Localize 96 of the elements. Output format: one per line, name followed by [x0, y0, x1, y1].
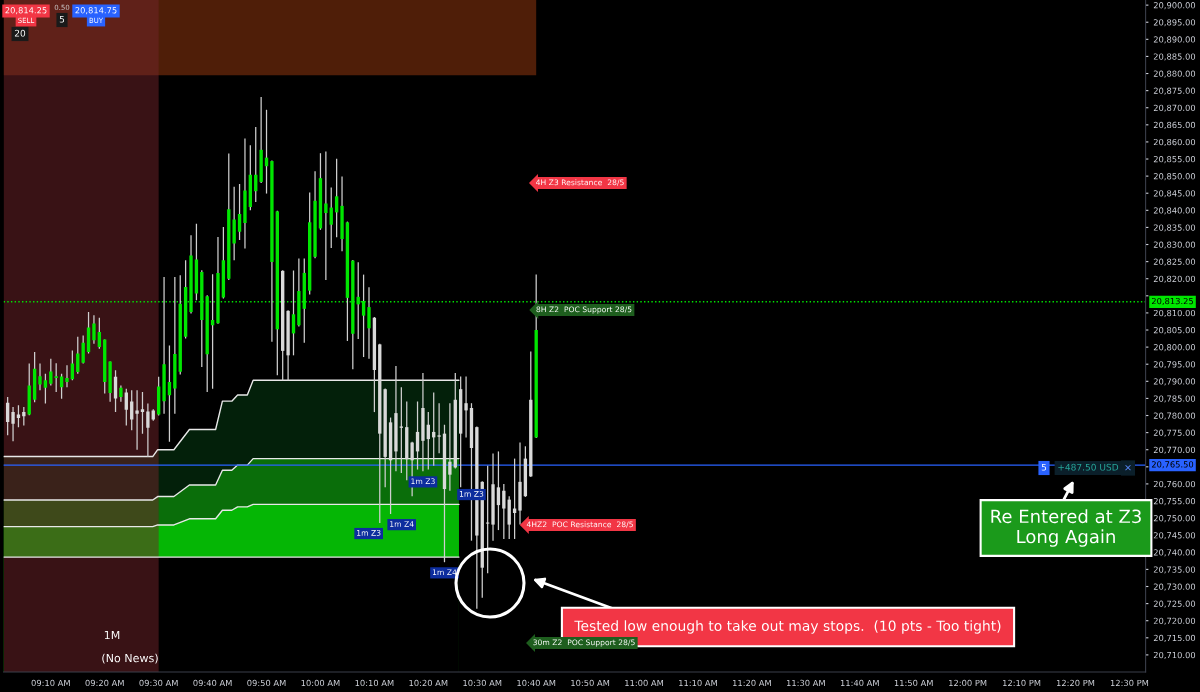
- annotation: +487.50 USD: [1058, 463, 1119, 471]
- annotation: 5: [1041, 463, 1047, 471]
- candlestick: [92, 314, 96, 345]
- y-tick-label: 20,770.00: [1153, 446, 1196, 454]
- y-tick-label: 20,830.00: [1153, 241, 1196, 249]
- y-tick-label: 20,900.00: [1153, 2, 1196, 10]
- x-tick-label: 09:50 AM: [247, 679, 286, 687]
- candlestick: [65, 364, 69, 388]
- y-tick-label: 20,870.00: [1153, 104, 1196, 112]
- candlestick: [38, 362, 42, 391]
- x-tick-label: 11:40 AM: [840, 679, 879, 687]
- y-tick-label: 20,795.00: [1153, 361, 1196, 369]
- y-tick-label: 20,745.00: [1153, 532, 1196, 540]
- candlestick: [464, 375, 468, 439]
- y-tick-label: 20,845.00: [1153, 190, 1196, 198]
- candlestick: [81, 334, 85, 365]
- x-tick-label: 10:20 AM: [409, 679, 448, 687]
- y-tick-label: 20,825.00: [1153, 258, 1196, 266]
- candlestick: [399, 386, 404, 474]
- x-tick-label: 10:00 AM: [301, 679, 340, 687]
- candlestick: [130, 389, 134, 431]
- x-tick-label: 09:20 AM: [85, 679, 124, 687]
- ref-line-label: 20,813.25: [1151, 297, 1193, 306]
- candlestick: [437, 402, 441, 454]
- x-tick-label: 10:10 AM: [355, 679, 394, 687]
- y-tick-label: 20,880.00: [1153, 70, 1196, 78]
- annotation: Re Entered at Z3 Long Again: [991, 509, 1141, 547]
- y-tick-label: 20,750.00: [1153, 515, 1196, 523]
- candlestick: [97, 317, 102, 350]
- y-tick-label: 20,865.00: [1153, 121, 1196, 129]
- y-tick-label: 20,715.00: [1153, 634, 1196, 642]
- y-tick-label: 20,805.00: [1153, 327, 1196, 335]
- y-tick-label: 20,735.00: [1153, 566, 1196, 574]
- y-tick-label: 20,785.00: [1153, 395, 1196, 403]
- x-tick-label: 09:40 AM: [193, 679, 232, 687]
- x-tick-label: 09:30 AM: [139, 679, 178, 687]
- x-tick-label: 11:50 AM: [894, 679, 933, 687]
- candlestick: [324, 150, 328, 281]
- y-tick-label: 20,720.00: [1153, 617, 1196, 625]
- y-tick-label: 20,710.00: [1153, 651, 1196, 660]
- y-tick-label: 20,775.00: [1153, 429, 1196, 437]
- x-tick-label: 12:00 PM: [949, 679, 987, 687]
- annotation: ×: [1125, 464, 1131, 471]
- y-tick-label: 20,820.00: [1153, 275, 1196, 283]
- y-tick-label: 20,890.00: [1153, 36, 1196, 44]
- candlestick: [448, 402, 452, 492]
- annotation: Tested low enough to take out may stops. (10 pts - Too tight): [574, 620, 1001, 634]
- x-tick-label: 10:40 AM: [517, 679, 556, 687]
- x-tick-label: 12:20 PM: [1056, 679, 1095, 687]
- y-tick-label: 20,850.00: [1153, 173, 1196, 181]
- x-tick-label: 11:20 AM: [733, 679, 771, 687]
- x-tick-label: 10:50 AM: [571, 679, 610, 687]
- annotation: 20: [14, 29, 26, 37]
- candlestick: [54, 362, 58, 393]
- y-tick-label: 20,790.00: [1153, 378, 1196, 386]
- y-tick-label: 20,835.00: [1153, 224, 1196, 232]
- x-tick-label: 12:30 PM: [1110, 679, 1149, 687]
- x-tick-label: 12:10 PM: [1003, 679, 1041, 687]
- y-tick-label: 20,780.00: [1153, 412, 1196, 420]
- x-tick-label: 11:00 AM: [625, 679, 664, 687]
- candlestick: [140, 391, 145, 435]
- candlestick: [16, 404, 21, 428]
- annotation: (No News): [102, 653, 158, 664]
- candlestick: [485, 465, 490, 574]
- ref-line-label: 20,765.50: [1151, 461, 1194, 469]
- x-tick-label: 11:10 AM: [679, 679, 717, 687]
- annotation: 20,814.25: [5, 7, 47, 15]
- annotation: 20,814.75: [75, 7, 117, 15]
- candlestick: [135, 389, 139, 451]
- y-tick-label: 20,895.00: [1153, 19, 1196, 27]
- y-tick-label: 20,725.00: [1153, 600, 1196, 608]
- x-tick-label: 11:30 AM: [786, 679, 825, 687]
- y-tick-label: 20,740.00: [1153, 549, 1196, 557]
- y-tick-label: 20,760.00: [1153, 480, 1196, 489]
- y-tick-label: 20,755.00: [1153, 497, 1196, 506]
- y-tick-label: 20,855.00: [1153, 156, 1196, 164]
- candlestick: [237, 183, 242, 241]
- y-tick-label: 20,730.00: [1153, 583, 1196, 591]
- candlestick: [502, 483, 506, 540]
- y-tick-label: 20,840.00: [1153, 207, 1196, 215]
- candlestick: [232, 186, 236, 261]
- candlestick: [49, 358, 53, 387]
- candlestick: [43, 373, 48, 405]
- candlestick: [367, 286, 371, 360]
- candlestick: [11, 406, 15, 442]
- x-tick-label: 10:30 AM: [463, 679, 502, 687]
- candlestick: [146, 402, 150, 458]
- y-tick-label: 20,810.00: [1153, 309, 1196, 318]
- candlestick: [496, 450, 501, 531]
- y-tick-label: 20,800.00: [1153, 344, 1196, 352]
- y-tick-label: 20,875.00: [1153, 87, 1196, 95]
- y-tick-label: 20,885.00: [1153, 53, 1196, 61]
- x-tick-label: 09:10 AM: [31, 679, 70, 687]
- annotation: 1M: [104, 630, 120, 640]
- annotation: 5: [59, 15, 65, 23]
- y-tick-label: 20,860.00: [1153, 138, 1196, 147]
